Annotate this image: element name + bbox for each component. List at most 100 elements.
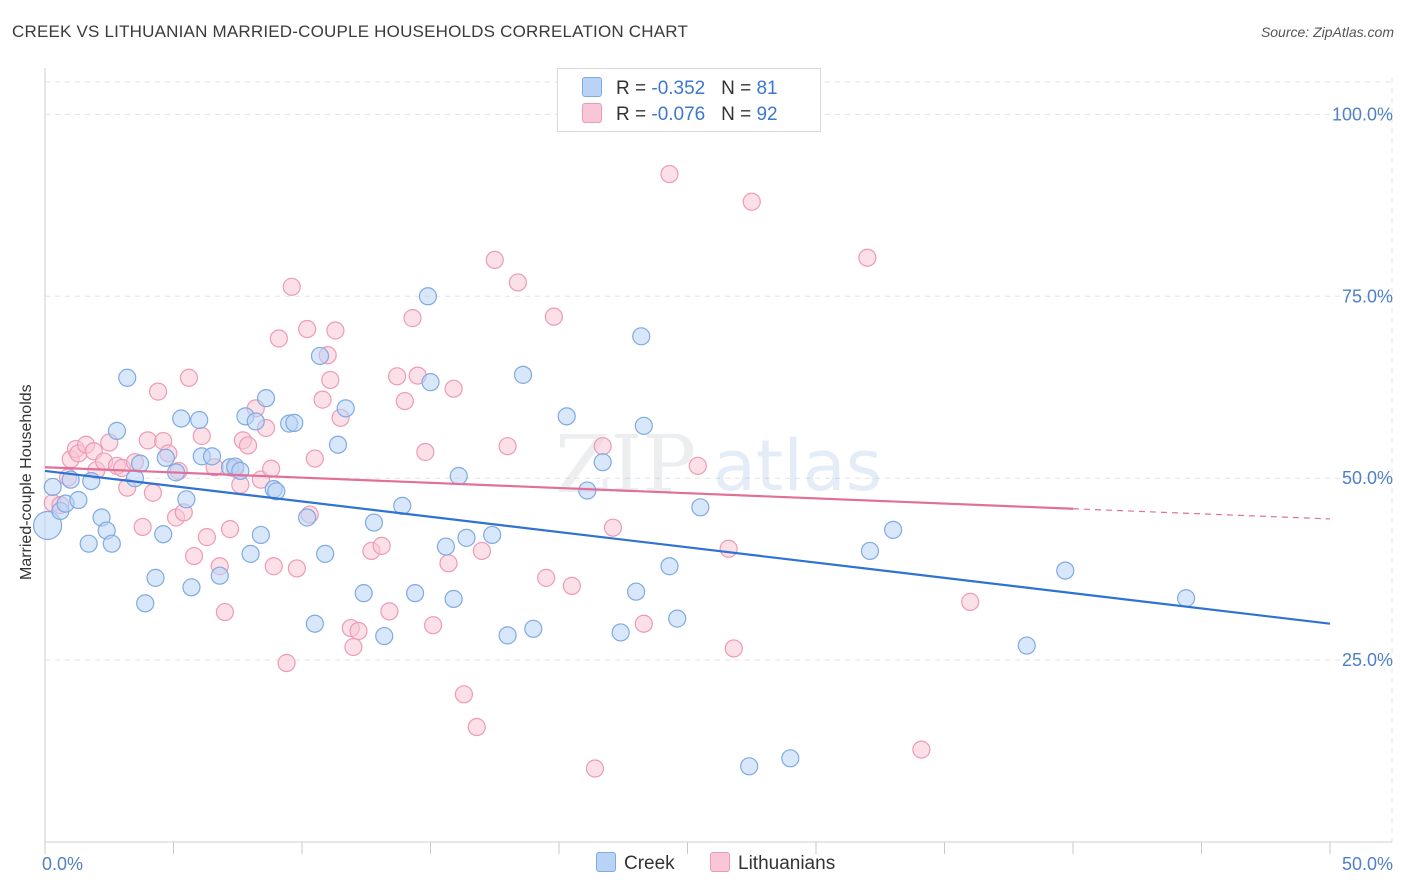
creek-point	[611, 623, 630, 642]
watermark-zip: ZIP	[555, 418, 696, 511]
lithuanians-point	[508, 273, 527, 292]
lithuanians-point	[593, 437, 612, 456]
lithuanians-trend-extension	[1072, 508, 1331, 520]
lithuanians-point	[467, 717, 486, 737]
creek-point	[513, 365, 533, 384]
lithuanians-point	[349, 621, 368, 641]
creek-point	[285, 413, 304, 432]
lithuanians-point	[387, 367, 407, 386]
lith-r-label: R =	[616, 104, 652, 125]
lithuanians-point	[724, 639, 743, 658]
lithuanians-point	[269, 329, 288, 348]
creek-point	[316, 544, 335, 563]
y-tick-label: 50.0%	[1342, 468, 1393, 488]
y-tick-label: 75.0%	[1342, 286, 1393, 306]
lithuanians-point	[326, 321, 345, 340]
lithuanians-point	[603, 518, 623, 537]
bottom-legend-lithuanians[interactable]: Lithuanians	[710, 852, 835, 875]
lithuanians-point	[184, 546, 204, 566]
creek-point	[310, 346, 330, 366]
creek-trend-line	[44, 469, 1331, 625]
creek-point	[202, 447, 222, 466]
creek-point	[190, 410, 209, 430]
creek-point	[483, 525, 502, 545]
bottom-legend-creek[interactable]: Creek	[596, 852, 675, 875]
lithuanians-point	[585, 759, 605, 778]
lithuanians-point	[660, 164, 679, 184]
lithuanians-point	[742, 192, 761, 211]
creek-point	[177, 490, 196, 509]
creek-point	[691, 498, 710, 517]
lithuanians-point	[179, 368, 199, 387]
axes	[44, 68, 1392, 854]
creek-point	[182, 578, 201, 597]
creek-point	[118, 368, 137, 387]
lithuanians-legend-swatch	[710, 852, 730, 872]
watermark: ZIP atlas	[555, 418, 882, 511]
creek-point	[130, 454, 150, 473]
lithuanians-point	[380, 602, 399, 621]
lithuanians-point	[416, 442, 435, 462]
lithuanians-point	[423, 616, 443, 635]
lithuanians-point	[719, 539, 738, 558]
chart-title: CREEK VS LITHUANIAN MARRIED-COUPLE HOUSE…	[12, 22, 689, 41]
creek-point	[781, 749, 800, 768]
source-label: Source: ZipAtlas.com	[1260, 24, 1394, 40]
creek-point	[156, 448, 175, 467]
lithuanians-point	[444, 379, 463, 398]
lithuanians-point	[305, 449, 324, 468]
lithuanians-point	[143, 483, 163, 502]
creek-point	[449, 466, 468, 486]
watermark-atlas: atlas	[713, 425, 882, 507]
lithuanians-point	[282, 277, 301, 296]
creek-point	[210, 566, 229, 585]
creek-point	[557, 407, 576, 426]
creek-point	[860, 541, 880, 561]
y-tick-label: 25.0%	[1342, 650, 1393, 670]
lithuanians-swatch	[582, 103, 602, 123]
creek-swatch	[582, 77, 602, 97]
lithuanians-point	[472, 541, 491, 561]
lithuanians-point	[262, 459, 281, 478]
lithuanians-point	[238, 436, 258, 455]
lithuanians-point	[403, 309, 422, 328]
creek-point	[146, 568, 165, 587]
lithuanians-point	[215, 602, 234, 622]
lithuanians-point	[192, 426, 211, 446]
creek-point	[1056, 561, 1075, 580]
y-tick-label: 100.0%	[1332, 104, 1393, 124]
creek-point	[740, 757, 759, 776]
lithuanians-point	[133, 517, 152, 537]
lithuanians-point	[961, 592, 980, 611]
lithuanians-point	[485, 250, 504, 270]
creek-point	[883, 520, 903, 539]
creek-point	[632, 327, 651, 346]
creek-point	[578, 481, 597, 500]
creek-point	[246, 412, 265, 431]
creek-point	[444, 589, 463, 609]
creek-point	[79, 534, 98, 553]
lithuanians-point	[138, 431, 157, 450]
lithuanians-point	[298, 319, 317, 339]
lithuanians-point	[912, 740, 931, 759]
creek-point	[626, 582, 646, 601]
creek-point	[102, 534, 121, 553]
lithuanians-point	[439, 554, 458, 573]
creek-legend-swatch	[596, 852, 616, 872]
creek-point	[593, 453, 612, 472]
creek-point	[634, 416, 653, 435]
creek-point	[1176, 589, 1196, 608]
lith-r-value: -0.076	[651, 104, 706, 125]
lithuanians-point	[498, 437, 517, 456]
creek-point	[32, 510, 63, 541]
lith-n-value: 92	[756, 104, 778, 125]
creek-point	[668, 609, 687, 628]
x-tick-label: 50.0%	[1342, 854, 1393, 874]
lithuanians-legend-label: Lithuanians	[738, 853, 836, 874]
creek-r-value: -0.352	[651, 78, 706, 99]
creek-point	[251, 525, 270, 545]
lithuanians-point	[148, 382, 168, 401]
creek-point	[267, 482, 286, 501]
lithuanians-point	[220, 520, 240, 539]
creek-r-label: R =	[616, 78, 652, 99]
